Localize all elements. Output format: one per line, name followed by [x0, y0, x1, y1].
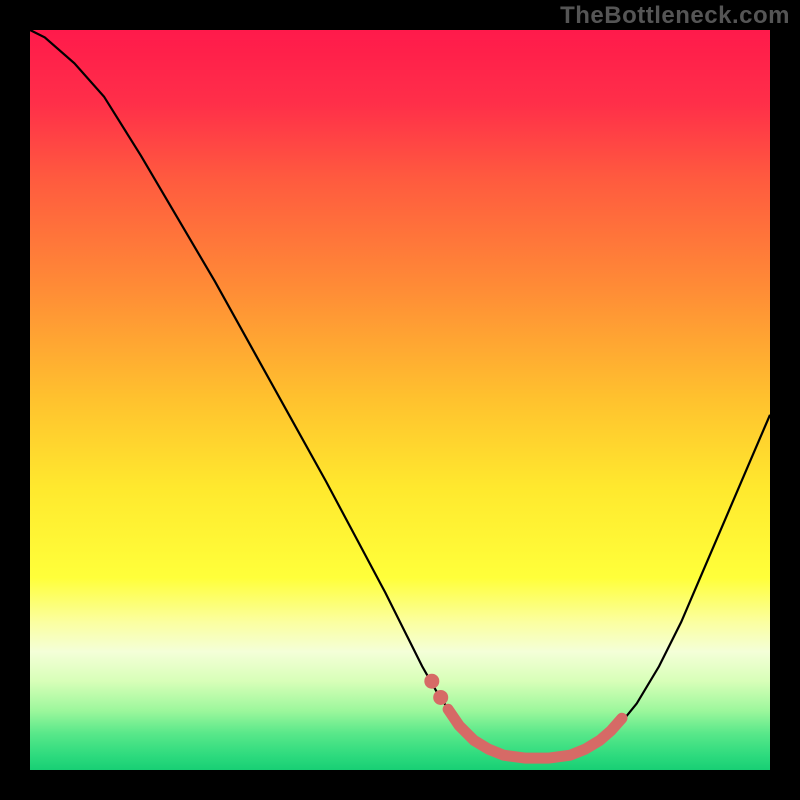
plot-area	[30, 30, 770, 770]
chart-svg	[30, 30, 770, 770]
bottleneck-curve	[30, 30, 770, 760]
optimal-range-highlight	[448, 709, 622, 758]
highlight-dot	[424, 674, 439, 689]
watermark-text: TheBottleneck.com	[560, 2, 790, 30]
highlight-dot	[433, 690, 448, 705]
